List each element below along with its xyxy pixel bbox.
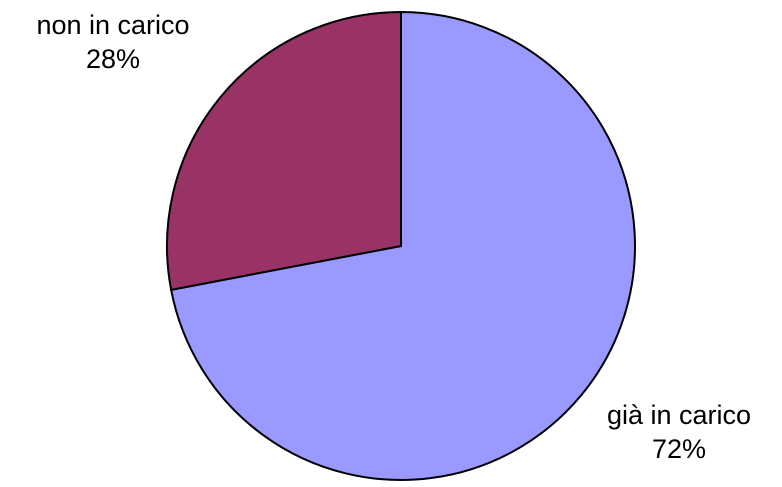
- slice-name-non-in-carico: non in carico: [36, 10, 190, 40]
- slice-label-non-in-carico: non in carico 28%: [0, 8, 226, 76]
- slice-label-gia-in-carico: già in carico 72%: [576, 398, 782, 466]
- slice-percent-gia-in-carico: 72%: [651, 434, 707, 464]
- pie-slice-0: [169, 10, 636, 481]
- pie-slice-1: [166, 10, 402, 292]
- slice-name-gia-in-carico: già in carico: [606, 400, 752, 430]
- slice-percent-non-in-carico: 28%: [85, 44, 141, 74]
